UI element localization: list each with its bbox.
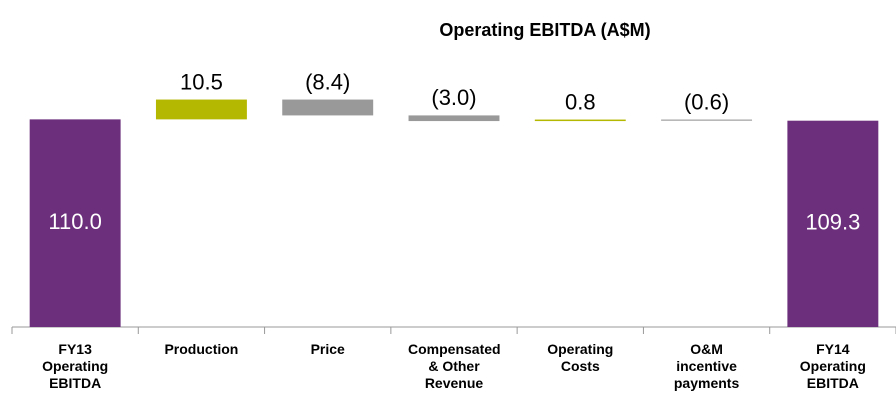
x-tick-label: FY14 Operating EBITDA	[799, 341, 866, 391]
x-tick-label: Operating Costs	[547, 341, 614, 374]
bar	[787, 120, 879, 327]
data-label: 110.0	[48, 209, 101, 234]
data-label: 0.8	[565, 89, 596, 114]
x-tick-label: Price	[310, 341, 345, 357]
data-label: 10.5	[180, 69, 223, 94]
bar	[282, 99, 374, 116]
x-tick-label: Production	[164, 341, 239, 357]
bar	[29, 119, 121, 327]
bar	[534, 119, 626, 122]
bar	[155, 99, 247, 120]
data-label: (8.4)	[305, 69, 350, 94]
x-tick-label: Compensated & Other Revenue	[408, 341, 501, 391]
chart-title: Operating EBITDA (A$M)	[439, 20, 650, 40]
x-tick-label: O&M incentive payments	[673, 341, 740, 391]
data-label: (3.0)	[431, 85, 476, 110]
data-label: 109.3	[805, 210, 860, 235]
bar	[408, 115, 500, 122]
data-label: (0.6)	[684, 89, 729, 114]
bar	[661, 119, 753, 121]
x-tick-label: FY13 Operating EBITDA	[42, 341, 109, 391]
